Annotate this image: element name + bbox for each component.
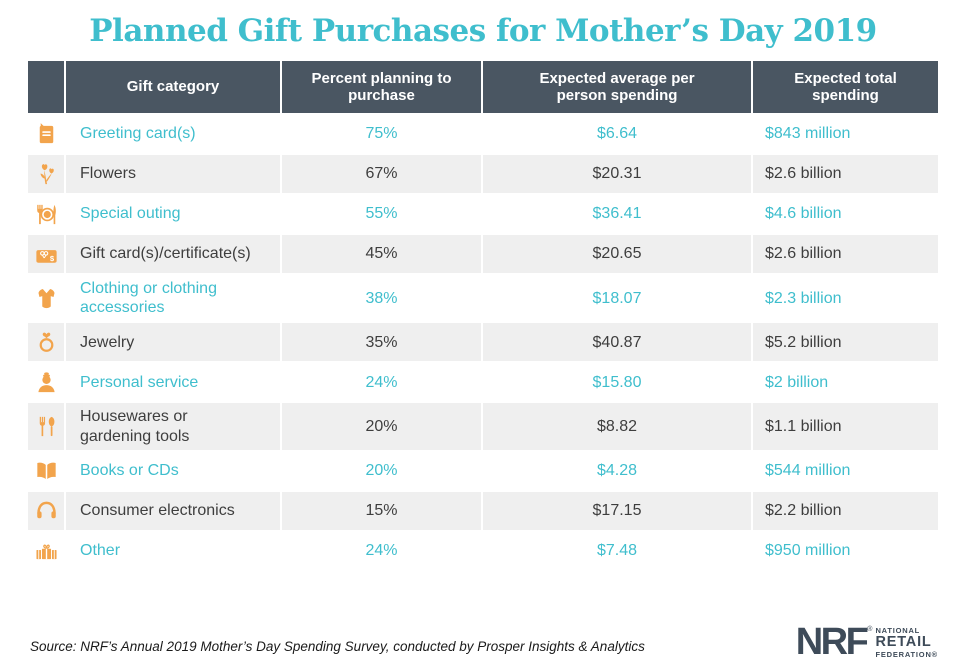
percent-cell: 20%	[282, 403, 481, 450]
total-spending-cell: $2.6 billion	[753, 235, 938, 273]
total-spending-cell: $2 billion	[753, 363, 938, 402]
gift-category-cell: Personal service	[66, 363, 280, 402]
gift-purchases-table: Gift category Percent planning to purcha…	[28, 61, 938, 570]
gift-category-label: Gift card(s)/certificate(s)	[80, 245, 251, 263]
nrf-logo-line-federation: FEDERATION®	[875, 650, 938, 660]
total-spending-cell: $4.6 billion	[753, 195, 938, 233]
clothing-icon	[37, 288, 55, 308]
avg-spending-cell: $17.15	[483, 491, 751, 530]
gift-category-label: Special outing	[80, 205, 181, 223]
total-spending-cell: $2.6 billion	[753, 155, 938, 193]
total-spending-cell: $1.1 billion	[753, 403, 938, 450]
gift-category-label: Clothing or clothing accessories	[80, 280, 217, 317]
header-average-spending: Expected average per person spending	[483, 61, 751, 113]
nrf-logo-stack: NATIONAL RETAIL FEDERATION®	[875, 625, 938, 660]
avg-spending-cell: $40.87	[483, 323, 751, 362]
row-icon-cell	[28, 115, 64, 153]
avg-spending-cell: $18.07	[483, 275, 751, 322]
row-icon-cell	[28, 323, 64, 362]
gift-category-label: Personal service	[80, 373, 199, 391]
avg-spending-cell: $15.80	[483, 363, 751, 402]
registered-mark: ®	[867, 625, 873, 633]
gift-category-label: Jewelry	[80, 333, 135, 351]
percent-cell: 35%	[282, 323, 481, 362]
percent-cell: 24%	[282, 531, 481, 570]
avg-spending-cell: $8.82	[483, 403, 751, 450]
row-icon-cell	[28, 531, 64, 570]
other-gifts-icon	[35, 544, 57, 560]
gift-category-cell: Consumer electronics	[66, 491, 280, 530]
row-icon-cell	[28, 275, 64, 322]
total-spending-cell: $950 million	[753, 531, 938, 570]
row-icon-cell	[28, 451, 64, 490]
housewares-icon	[39, 416, 54, 437]
total-spending-cell: $5.2 billion	[753, 323, 938, 362]
header-icon-spacer	[28, 61, 64, 113]
electronics-icon	[36, 501, 56, 519]
svg-text:$: $	[49, 254, 54, 263]
percent-cell: 45%	[282, 235, 481, 273]
gift-category-cell: Jewelry	[66, 323, 280, 362]
row-icon-cell: $	[28, 235, 64, 273]
footer: Source: NRF’s Annual 2019 Mother’s Day S…	[0, 620, 966, 663]
total-spending-cell: $2.2 billion	[753, 491, 938, 530]
gift-category-cell: Other	[66, 531, 280, 570]
percent-cell: 75%	[282, 115, 481, 153]
percent-cell: 67%	[282, 155, 481, 193]
gift-category-label: Greeting card(s)	[80, 125, 196, 143]
gift-category-cell: Greeting card(s)	[66, 115, 280, 153]
gift-category-label: Housewares or gardening tools	[80, 408, 190, 445]
gift-category-cell: Housewares or gardening tools	[66, 403, 280, 450]
avg-spending-cell: $36.41	[483, 195, 751, 233]
total-spending-cell: $2.3 billion	[753, 275, 938, 322]
percent-cell: 38%	[282, 275, 481, 322]
greeting-card-icon	[39, 122, 53, 143]
flowers-icon	[40, 163, 54, 184]
gift-category-cell: Clothing or clothing accessories	[66, 275, 280, 322]
header-total-spending: Expected total spending	[753, 61, 938, 113]
header-gift-category-label: Gift category	[126, 78, 220, 96]
row-icon-cell	[28, 155, 64, 193]
row-icon-cell	[28, 491, 64, 530]
nrf-logo: NRF ® NATIONAL RETAIL FEDERATION®	[795, 620, 938, 663]
special-outing-icon	[36, 204, 56, 224]
gift-category-label: Flowers	[80, 165, 137, 183]
total-spending-cell: $843 million	[753, 115, 938, 153]
avg-spending-cell: $20.31	[483, 155, 751, 193]
percent-cell: 55%	[282, 195, 481, 233]
gift-card-icon: $	[35, 249, 57, 263]
gift-category-label: Consumer electronics	[80, 502, 235, 520]
row-icon-cell	[28, 363, 64, 402]
gift-category-cell: Books or CDs	[66, 451, 280, 490]
row-icon-cell	[28, 403, 64, 450]
percent-cell: 20%	[282, 451, 481, 490]
gift-category-label: Other	[80, 542, 121, 560]
nrf-logo-line-retail: RETAIL	[875, 634, 932, 651]
header-percent-planning: Percent planning to purchase	[282, 61, 481, 113]
gift-category-cell: Flowers	[66, 155, 280, 193]
avg-spending-cell: $6.64	[483, 115, 751, 153]
page-title: Planned Gift Purchases for Mother’s Day …	[89, 13, 877, 49]
source-note: Source: NRF’s Annual 2019 Mother’s Day S…	[30, 639, 645, 654]
header-gift-category: Gift category	[66, 61, 280, 113]
header-average-spending-label: Expected average per person spending	[539, 69, 695, 104]
avg-spending-cell: $20.65	[483, 235, 751, 273]
gift-category-cell: Special outing	[66, 195, 280, 233]
nrf-logo-abbr: NRF	[795, 620, 869, 663]
gift-category-label: Books or CDs	[80, 462, 179, 480]
row-icon-cell	[28, 195, 64, 233]
header-percent-planning-label: Percent planning to purchase	[311, 69, 452, 104]
avg-spending-cell: $7.48	[483, 531, 751, 570]
gift-category-cell: Gift card(s)/certificate(s)	[66, 235, 280, 273]
nrf-logo-line-national: NATIONAL	[875, 625, 921, 635]
total-spending-cell: $544 million	[753, 451, 938, 490]
percent-cell: 24%	[282, 363, 481, 402]
percent-cell: 15%	[282, 491, 481, 530]
jewelry-icon	[39, 332, 53, 352]
personal-service-icon	[37, 372, 55, 393]
header-total-spending-label: Expected total spending	[794, 69, 897, 104]
avg-spending-cell: $4.28	[483, 451, 751, 490]
books-icon	[36, 462, 56, 480]
